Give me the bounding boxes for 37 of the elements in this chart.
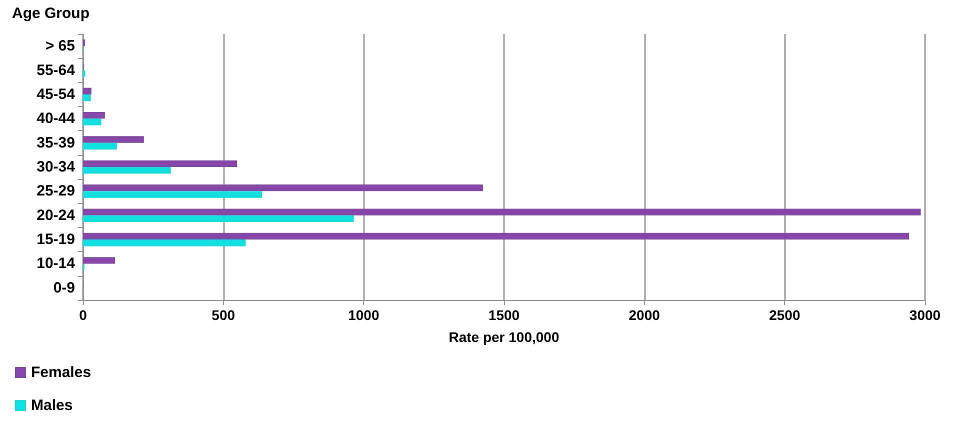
y-tick-label: 10-14 bbox=[36, 255, 76, 272]
x-tick-label: 3000 bbox=[909, 307, 941, 323]
x-tick-label: 1500 bbox=[488, 307, 520, 323]
bar bbox=[83, 136, 144, 143]
bar bbox=[83, 240, 246, 246]
x-tick-label: 500 bbox=[212, 307, 236, 323]
x-tick-label: 1000 bbox=[348, 307, 380, 323]
bar bbox=[83, 232, 909, 240]
bar bbox=[83, 118, 102, 126]
bar bbox=[83, 88, 92, 94]
y-tick-label: 55-64 bbox=[36, 62, 76, 79]
y-tick-label: 0-9 bbox=[53, 279, 75, 296]
bar bbox=[83, 142, 117, 150]
y-tick-label: 35-39 bbox=[36, 134, 75, 152]
y-tick-label: 25-29 bbox=[36, 182, 75, 200]
y-tick-label: > 65 bbox=[45, 38, 75, 55]
y-tick-label: 30-34 bbox=[36, 158, 76, 176]
bar bbox=[83, 257, 115, 264]
x-axis-title: Rate per 100,000 bbox=[448, 329, 560, 345]
legend-label: Females bbox=[31, 364, 92, 381]
bar bbox=[83, 112, 105, 119]
bar bbox=[83, 215, 354, 222]
bar bbox=[83, 191, 262, 198]
y-tick-label: 45-54 bbox=[36, 86, 76, 103]
bar bbox=[83, 208, 921, 216]
x-tick-label: 2000 bbox=[628, 307, 660, 323]
x-tick-label: 2500 bbox=[769, 307, 800, 323]
bar bbox=[83, 184, 483, 192]
bar bbox=[83, 160, 238, 167]
y-tick-label: 15-19 bbox=[36, 231, 75, 248]
bar bbox=[83, 94, 91, 102]
y-tick-label: 40-44 bbox=[36, 110, 76, 128]
x-tick-label: 0 bbox=[79, 307, 88, 323]
legend-label: Males bbox=[31, 397, 73, 414]
y-tick-label: 20-24 bbox=[36, 206, 76, 224]
bar bbox=[83, 167, 171, 174]
y-axis-title: Age Group bbox=[12, 5, 90, 22]
